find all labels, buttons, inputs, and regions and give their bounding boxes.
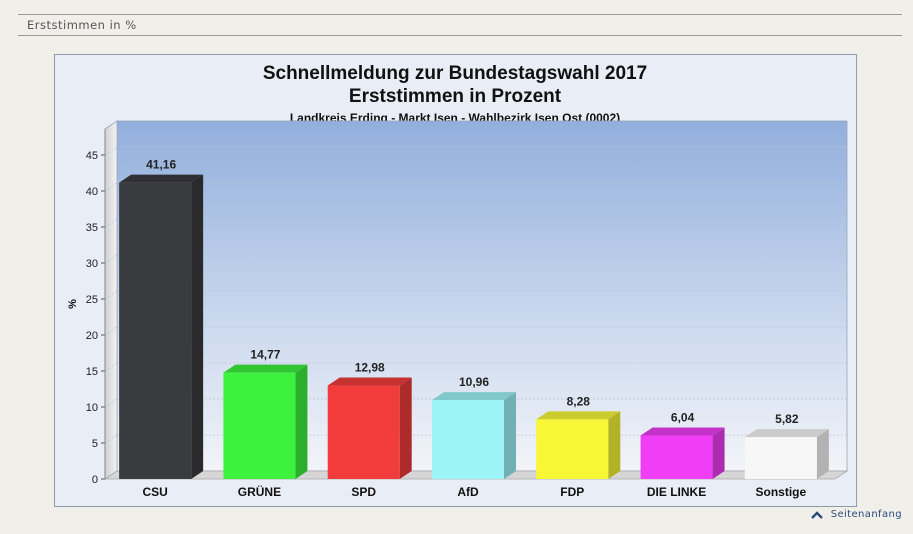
bar-side <box>608 411 621 479</box>
bar-side <box>295 364 308 479</box>
back-to-top-label: Seitenanfang <box>830 509 902 520</box>
chart-title: Schnellmeldung zur Bundestagswahl 2017 <box>263 63 647 84</box>
bar-gr-ne <box>223 372 296 479</box>
bar-top <box>119 174 204 183</box>
gridline-side <box>104 434 118 444</box>
bar-side <box>712 427 725 479</box>
y-tick-label: 20 <box>86 330 98 342</box>
y-tick-label: 25 <box>86 294 98 306</box>
bar-spd <box>327 385 400 479</box>
gridline-side <box>104 326 118 336</box>
x-category-label: FDP <box>560 485 584 499</box>
bar-top <box>640 427 725 436</box>
bar-side <box>191 174 204 479</box>
section-header: Erststimmen in % <box>18 14 902 36</box>
y-tick-label: 10 <box>86 402 98 414</box>
gridline-side <box>104 146 118 156</box>
back-to-top-link[interactable]: Seitenanfang <box>810 509 902 520</box>
y-tick-label: 40 <box>86 186 98 198</box>
arrow-up-icon <box>810 510 823 519</box>
bar-csu <box>119 182 192 479</box>
plot-side-wall <box>104 120 118 480</box>
bar-side <box>399 377 412 479</box>
bar-top <box>744 429 829 438</box>
bar-top <box>327 377 412 386</box>
bar-value-label: 5,82 <box>775 412 799 426</box>
bar-sonstige <box>744 437 817 479</box>
bar-side <box>504 392 516 479</box>
bar-top <box>536 411 621 420</box>
section-title: Erststimmen in % <box>27 18 137 32</box>
bar-top <box>223 364 308 373</box>
x-category-label: Sonstige <box>756 485 807 499</box>
y-tick-label: 5 <box>92 438 98 450</box>
bar-value-label: 8,28 <box>567 394 591 408</box>
gridline-side <box>104 290 118 300</box>
y-tick-label: 45 <box>86 150 98 162</box>
y-tick-label: 30 <box>86 258 98 270</box>
gridline-side <box>104 398 118 408</box>
x-category-label: AfD <box>457 485 479 499</box>
y-tick-label: 0 <box>92 474 98 486</box>
bar-afd <box>432 400 504 479</box>
bar-chart: Schnellmeldung zur Bundestagswahl 2017 E… <box>67 63 849 499</box>
gridline-side <box>104 218 118 228</box>
bar-value-label: 41,16 <box>146 158 176 172</box>
y-tick-label: 15 <box>86 366 98 378</box>
x-category-label: SPD <box>351 485 376 499</box>
gridline-side <box>104 362 118 372</box>
bar-die-linke <box>640 435 713 479</box>
bar-value-label: 14,77 <box>250 348 280 362</box>
bar-value-label: 6,04 <box>671 411 695 425</box>
x-category-label: GRÜNE <box>238 484 281 499</box>
y-tick-label: 35 <box>86 222 98 234</box>
gridline-side <box>104 254 118 264</box>
bar-fdp <box>536 419 609 479</box>
bar-top <box>432 392 516 401</box>
x-category-label: DIE LINKE <box>647 485 706 499</box>
bar-value-label: 10,96 <box>459 375 489 389</box>
x-category-label: CSU <box>142 485 167 499</box>
y-axis-label: % <box>67 299 79 309</box>
gridline-side <box>104 182 118 192</box>
chart-subtitle: Erststimmen in Prozent <box>349 86 562 107</box>
chart-frame: Schnellmeldung zur Bundestagswahl 2017 E… <box>54 54 857 507</box>
bar-value-label: 12,98 <box>355 361 385 375</box>
bar-side <box>816 429 829 479</box>
